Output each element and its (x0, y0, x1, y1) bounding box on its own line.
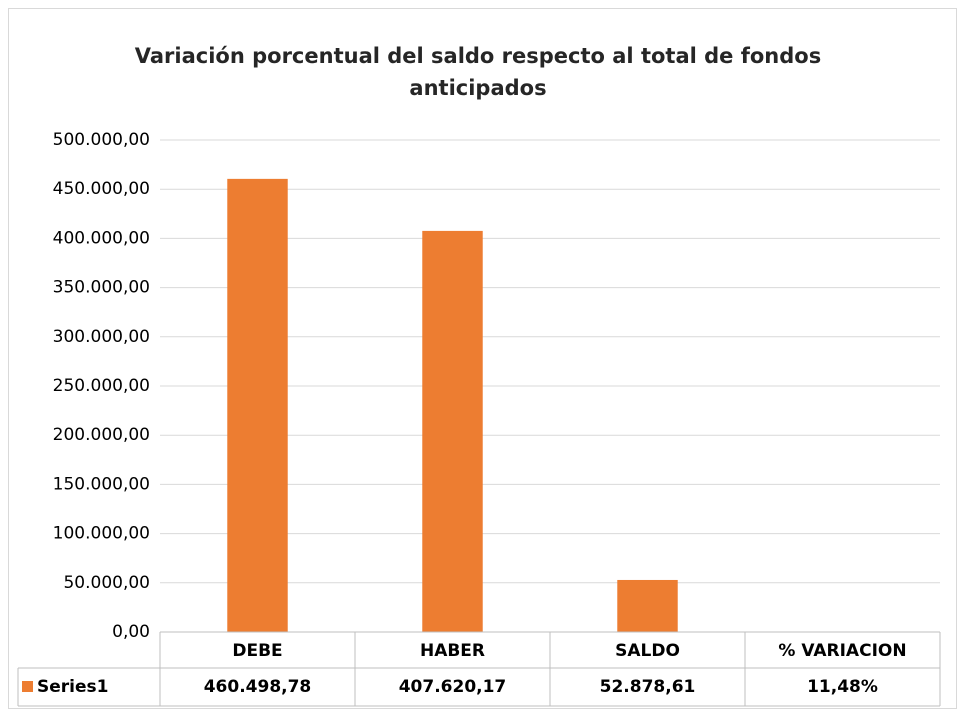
chart-title: Variación porcentual del saldo respecto … (134, 44, 822, 100)
y-tick-label: 150.000,00 (53, 474, 150, 494)
bar (617, 579, 678, 632)
data-label: 460.498,78 (204, 677, 312, 697)
bar (227, 178, 288, 632)
legend-key (22, 681, 33, 692)
y-tick-label: 450.000,00 (53, 179, 150, 199)
bar (422, 230, 483, 633)
y-tick-label: 350.000,00 (53, 278, 150, 298)
category-label: % VARIACION (778, 641, 906, 661)
data-label: 407.620,17 (399, 677, 507, 697)
data-label: 11,48% (807, 677, 878, 697)
y-tick-label: 250.000,00 (53, 376, 150, 396)
y-tick-label: 0,00 (112, 622, 150, 642)
y-tick-label: 200.000,00 (53, 425, 150, 445)
y-tick-label: 100.000,00 (53, 524, 150, 544)
y-tick-label: 500.000,00 (53, 130, 150, 150)
legend-label: Series1 (37, 677, 108, 697)
y-tick-label: 400.000,00 (53, 228, 150, 248)
category-label: SALDO (615, 641, 680, 661)
y-tick-label: 50.000,00 (63, 573, 150, 593)
category-label: HABER (420, 641, 485, 661)
data-label: 52.878,61 (600, 677, 696, 697)
category-label: DEBE (232, 641, 282, 661)
y-tick-label: 300.000,00 (53, 327, 150, 347)
